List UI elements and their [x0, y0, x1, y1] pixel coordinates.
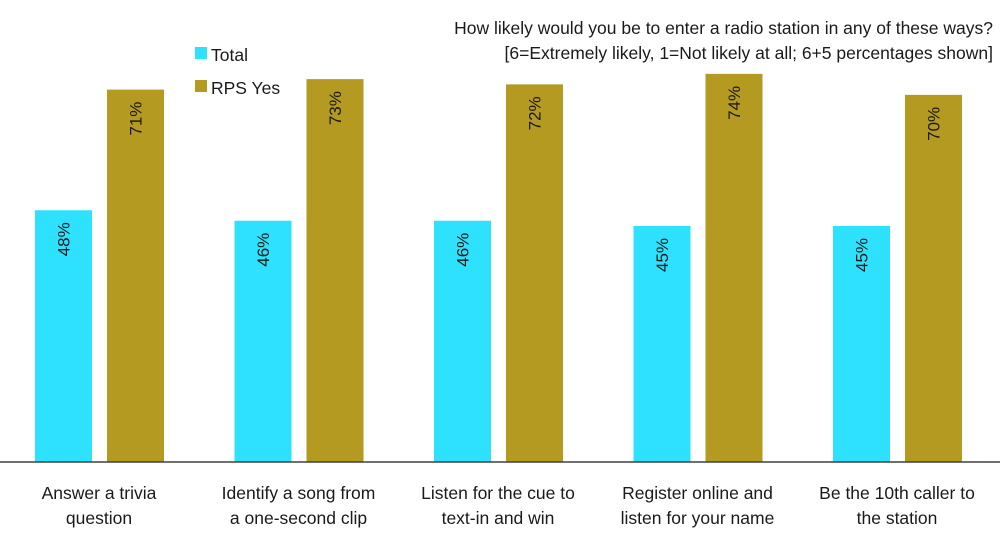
bar-total-4 [633, 225, 691, 462]
category-label-2-line-2: a one-second clip [230, 508, 367, 528]
legend-label-rps-yes: RPS Yes [211, 78, 280, 98]
category-label-3-line-1: Listen for the cue to [421, 483, 575, 503]
category-label-4-line-1: Register online and [622, 483, 773, 503]
bar-total-2 [234, 220, 292, 462]
data-label-total-2: 46% [254, 233, 273, 267]
legend-swatch-rps-yes [195, 80, 207, 92]
chart-title-line-2: [6=Extremely likely, 1=Not likely at all… [505, 43, 993, 63]
data-label-total-5: 45% [853, 238, 872, 272]
data-label-total-3: 46% [454, 233, 473, 267]
bar-total-3 [434, 220, 491, 462]
category-label-5-line-1: Be the 10th caller to [819, 483, 975, 503]
data-label-rps-yes-1: 71% [127, 102, 146, 136]
category-label-3-line-2: text-in and win [442, 508, 555, 528]
data-label-rps-yes-2: 73% [326, 91, 345, 125]
category-label-1-line-2: question [66, 508, 132, 528]
data-label-total-4: 45% [653, 238, 672, 272]
chart-title-line-1: How likely would you be to enter a radio… [454, 18, 993, 38]
bar-rps-yes-3 [506, 84, 563, 463]
data-label-total-1: 48% [55, 222, 74, 256]
data-label-rps-yes-3: 72% [526, 96, 545, 130]
bar-rps-yes-2 [306, 79, 364, 463]
bar-rps-yes-1 [107, 89, 164, 462]
bar-rps-yes-5 [905, 94, 962, 462]
bar-total-1 [35, 210, 92, 462]
bar-total-5 [833, 225, 890, 462]
legend: Total RPS Yes [195, 45, 280, 98]
legend-label-total: Total [211, 45, 248, 65]
category-label-5-line-2: the station [857, 508, 938, 528]
category-label-1-line-1: Answer a trivia [42, 483, 157, 503]
plot-area: 48% 71% 46% 73% 46% 72% 45% 74% 45% 70% [35, 73, 962, 463]
category-label-2-line-1: Identify a song from [222, 483, 376, 503]
category-labels: Answer a trivia question Identify a song f… [42, 483, 975, 528]
chart-title: How likely would you be to enter a radio… [454, 18, 993, 63]
legend-swatch-total [195, 47, 207, 59]
bar-rps-yes-4 [705, 73, 763, 463]
data-label-rps-yes-4: 74% [725, 86, 744, 120]
category-label-4-line-2: listen for your name [621, 508, 775, 528]
data-label-rps-yes-5: 70% [925, 107, 944, 141]
